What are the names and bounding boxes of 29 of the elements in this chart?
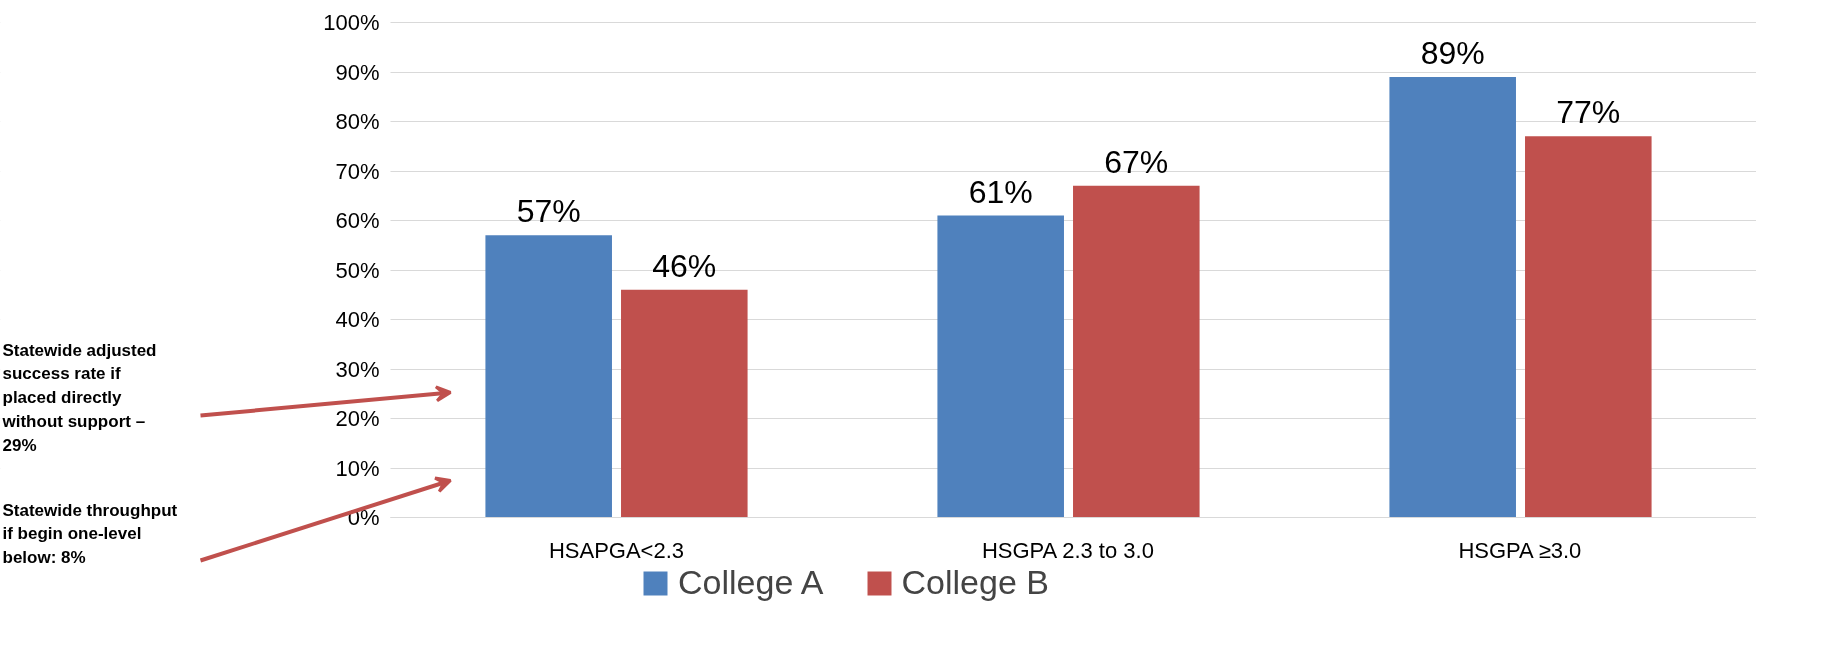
x-tick-label: HSAPGA<2.3 xyxy=(548,537,685,563)
y-tick-label: 10% xyxy=(335,455,380,481)
text: Statewide throughput if begin one-level below: 8% xyxy=(2,500,178,567)
bar xyxy=(1389,76,1516,518)
text: 77% xyxy=(1556,94,1621,131)
y-tick-label: 100% xyxy=(323,10,380,35)
y-tick-label: 20% xyxy=(335,406,380,431)
text: Statewide adjusted success rate if placed directly without support – 29% xyxy=(1,340,157,455)
text: 57% xyxy=(516,193,581,230)
bar xyxy=(937,215,1064,518)
text: 46% xyxy=(652,247,717,284)
legend-label: College A xyxy=(678,563,824,602)
y-tick-label: 80% xyxy=(335,109,380,134)
y-tick-label: 50% xyxy=(335,257,380,283)
y-tick-label: 30% xyxy=(335,356,380,382)
y-tick-label: 90% xyxy=(335,59,380,85)
text: 89% xyxy=(1420,34,1485,71)
x-tick-label: HSGPA ≥3.0 xyxy=(1458,537,1582,563)
text: 61% xyxy=(968,173,1033,210)
bar xyxy=(1525,136,1652,518)
bar xyxy=(485,235,612,518)
y-tick-label: 60% xyxy=(335,208,380,233)
bar xyxy=(621,289,748,518)
y-tick-label: 40% xyxy=(335,307,380,332)
x-tick-label: HSGPA 2.3 to 3.0 xyxy=(981,537,1154,563)
y-tick-label: 70% xyxy=(335,158,380,184)
bar xyxy=(1073,185,1200,518)
text: 67% xyxy=(1104,143,1169,180)
legend-label: College B xyxy=(901,563,1049,602)
